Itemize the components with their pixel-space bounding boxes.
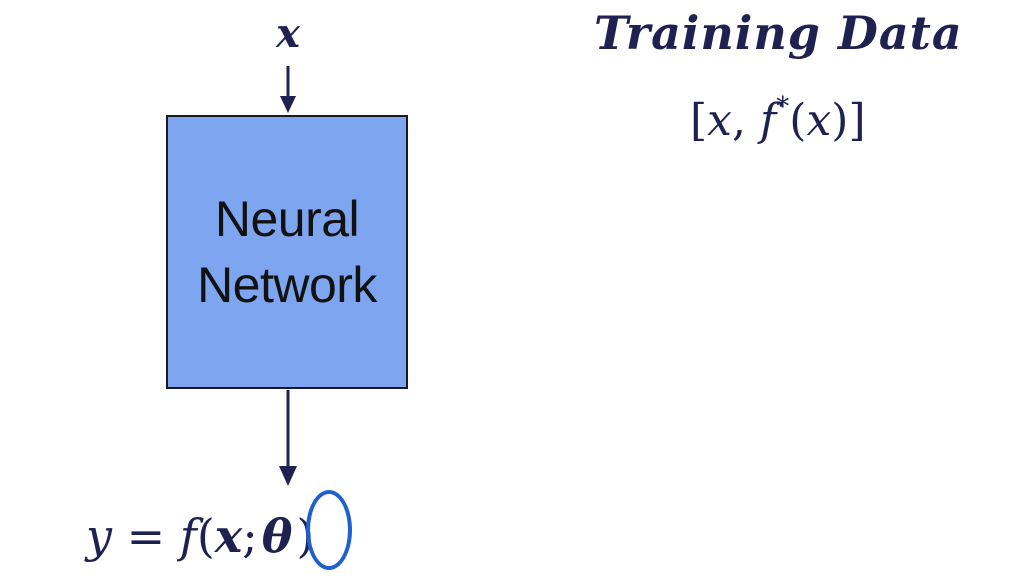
expr-comma: , xyxy=(732,95,760,146)
formula-semicolon: ; xyxy=(242,509,258,563)
expr-close-bracket: ] xyxy=(848,95,866,146)
formula-equals: = xyxy=(112,509,180,563)
output-formula: y = f(x;θ) xyxy=(86,496,314,576)
output-arrow xyxy=(279,390,297,486)
expr-open-bracket: [ xyxy=(690,95,708,146)
neural-network-box: Neural Network xyxy=(166,115,408,389)
expr-x: x xyxy=(707,95,732,146)
input-arrow xyxy=(280,66,296,113)
formula-open-paren: ( xyxy=(196,509,215,563)
formula-theta: θ xyxy=(261,509,293,563)
formula-x: x xyxy=(214,509,243,563)
neural-network-label: Neural Network xyxy=(197,186,377,318)
formula-y: y xyxy=(86,509,112,563)
expr-close-paren: ) xyxy=(831,95,849,146)
expr-f: f xyxy=(759,95,777,146)
expr-star: * xyxy=(776,92,790,122)
neural-network-label-line1: Neural xyxy=(214,191,360,247)
formula-f: f xyxy=(179,509,197,563)
theta-highlight-circle xyxy=(306,490,352,570)
input-variable-x: x xyxy=(276,10,300,57)
expr-x2: x xyxy=(806,95,832,146)
training-data-expression: [x, f*(x)] xyxy=(690,72,930,156)
neural-network-label-line2: Network xyxy=(197,257,377,313)
expr-open-paren: ( xyxy=(789,95,807,146)
training-data-title: Training Data xyxy=(594,6,963,60)
